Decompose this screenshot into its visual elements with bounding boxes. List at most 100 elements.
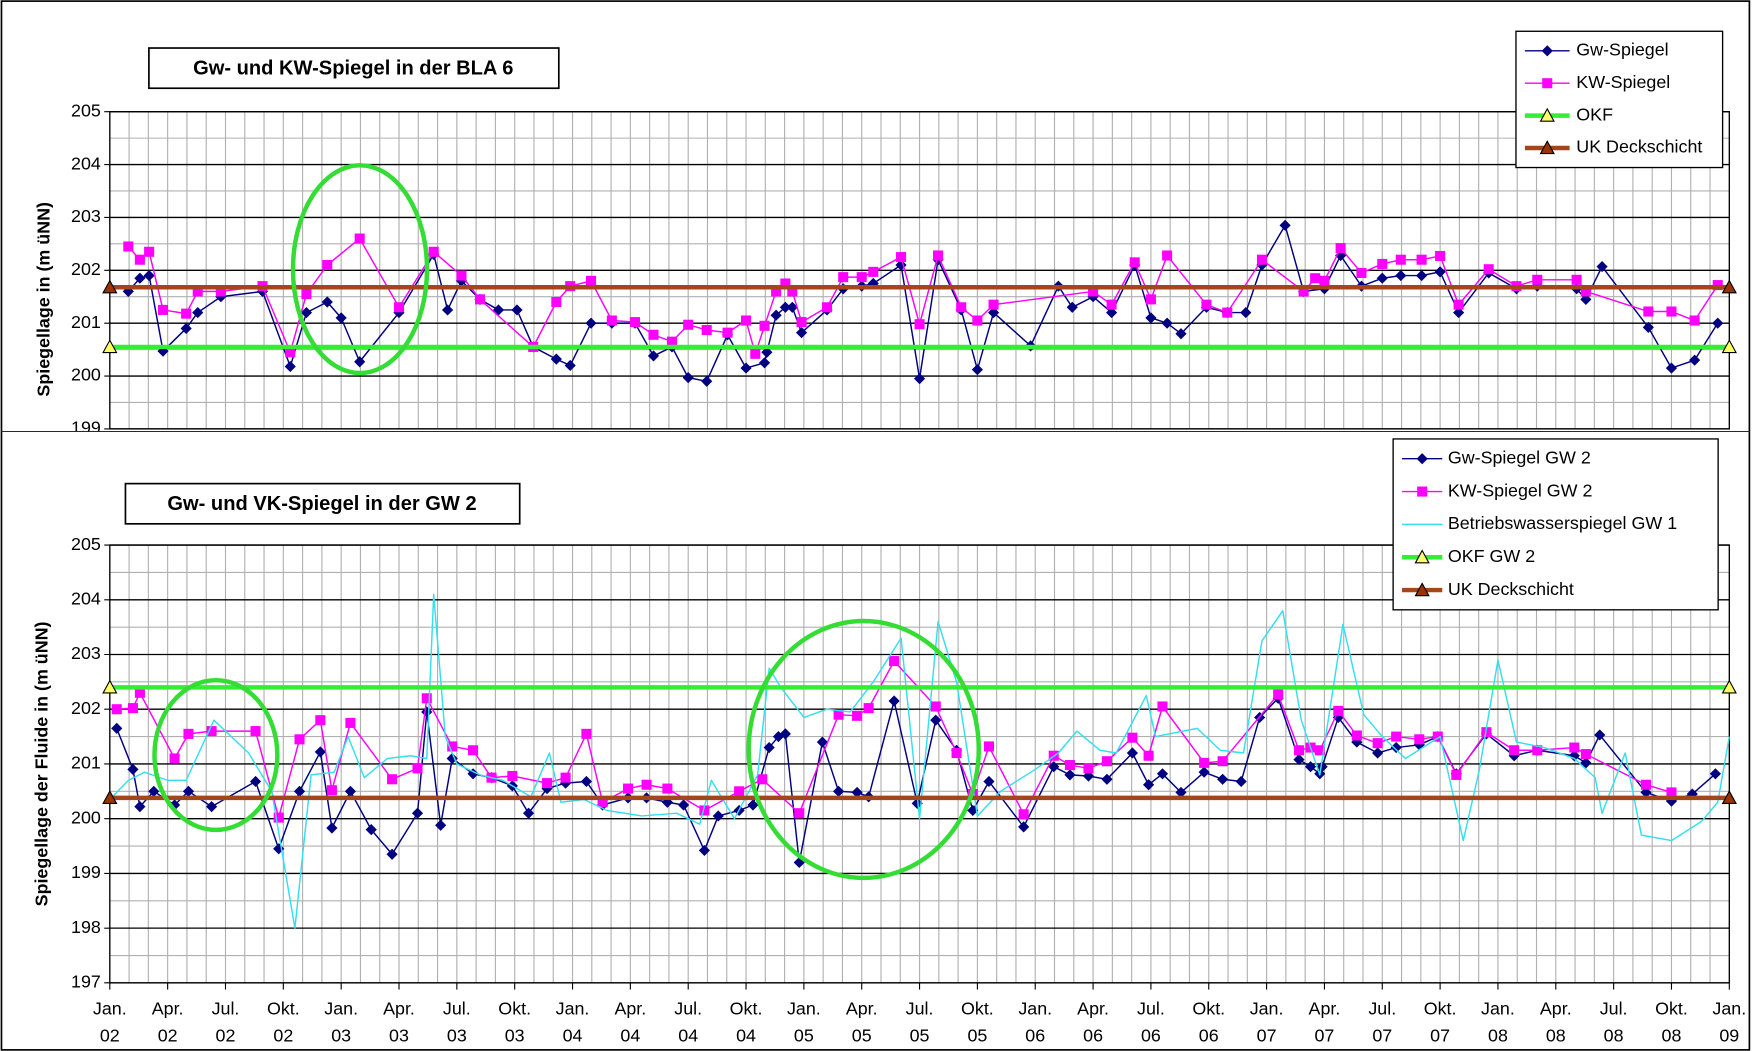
series-line xyxy=(109,593,1731,929)
y-axis-label: Spiegellage der Fluide in (m üNN) xyxy=(32,622,52,907)
marker xyxy=(1018,821,1030,833)
marker xyxy=(421,693,432,704)
x-tick-label: Jan. 08 xyxy=(1481,998,1515,1045)
legend-box xyxy=(1392,438,1719,611)
marker xyxy=(794,808,805,819)
marker xyxy=(250,726,261,737)
marker xyxy=(1319,275,1330,286)
marker xyxy=(1712,317,1724,329)
marker xyxy=(1161,317,1173,329)
x-tick-label: Jan. 07 xyxy=(1250,998,1284,1045)
x-tick-label: Jan. 03 xyxy=(324,998,358,1045)
marker xyxy=(662,783,673,794)
marker xyxy=(1351,730,1362,741)
marker xyxy=(551,296,562,308)
marker xyxy=(821,302,833,313)
marker xyxy=(1064,769,1076,781)
y-tick-label: 203 xyxy=(71,206,101,226)
marker xyxy=(1335,243,1346,254)
y-tick-label: 202 xyxy=(71,259,101,279)
marker xyxy=(294,734,305,745)
marker xyxy=(192,286,203,297)
marker xyxy=(1126,747,1138,759)
x-tick-label: Apr. 04 xyxy=(614,998,646,1045)
marker xyxy=(1273,689,1284,700)
marker xyxy=(1689,315,1700,326)
marker xyxy=(183,728,194,739)
x-tick-label: Okt. 02 xyxy=(267,998,300,1045)
marker xyxy=(1451,769,1462,780)
marker xyxy=(1709,768,1722,780)
marker xyxy=(597,797,608,808)
y-tick-label: 201 xyxy=(71,312,101,332)
marker xyxy=(683,319,694,330)
marker xyxy=(1395,254,1406,265)
x-tick-label: Apr. 08 xyxy=(1540,998,1572,1045)
legend-marker xyxy=(1417,486,1428,497)
marker xyxy=(930,701,941,712)
marker xyxy=(345,717,356,728)
marker xyxy=(868,266,879,277)
marker xyxy=(763,741,775,754)
x-tick-label: Okt. 05 xyxy=(961,998,994,1045)
marker xyxy=(474,294,486,305)
marker xyxy=(102,339,118,354)
marker xyxy=(722,327,733,338)
marker xyxy=(741,315,752,326)
marker xyxy=(111,704,122,715)
y-tick-label: 202 xyxy=(71,698,101,718)
marker xyxy=(1416,254,1427,265)
legend-box xyxy=(1515,30,1724,169)
marker xyxy=(134,687,145,698)
marker xyxy=(1293,753,1305,766)
marker xyxy=(863,703,874,714)
marker xyxy=(206,801,218,813)
marker xyxy=(542,778,553,789)
marker xyxy=(1048,761,1060,773)
marker xyxy=(983,741,994,752)
marker xyxy=(1145,294,1156,305)
marker xyxy=(1580,286,1591,297)
marker xyxy=(889,656,900,667)
marker xyxy=(206,726,217,737)
marker xyxy=(1432,731,1443,742)
legend-label: KW-Spiegel xyxy=(1576,72,1670,92)
marker xyxy=(1298,286,1309,297)
marker xyxy=(1666,787,1677,798)
x-tick-label: Jul. 03 xyxy=(443,998,471,1045)
marker xyxy=(1235,775,1247,788)
marker xyxy=(1721,679,1737,694)
marker xyxy=(387,774,398,785)
legend-marker xyxy=(1542,78,1553,89)
marker xyxy=(780,278,791,289)
marker xyxy=(1391,731,1402,742)
x-tick-label: Jul. 05 xyxy=(906,998,934,1045)
marker xyxy=(1127,732,1138,743)
marker xyxy=(301,289,312,300)
x-tick-label: Apr. 03 xyxy=(383,998,415,1045)
marker xyxy=(641,779,652,790)
marker xyxy=(1509,745,1520,756)
marker xyxy=(1643,306,1654,317)
marker xyxy=(1568,750,1580,762)
x-tick-label: Jul. 08 xyxy=(1600,998,1628,1045)
y-tick-label: 197 xyxy=(71,972,101,992)
x-tick-label: Apr. 06 xyxy=(1077,998,1109,1045)
y-tick-label: 200 xyxy=(71,807,101,827)
marker xyxy=(1721,790,1737,805)
marker xyxy=(759,320,770,331)
marker xyxy=(951,747,962,759)
marker xyxy=(770,309,782,321)
marker xyxy=(1106,306,1118,319)
chart-title: Gw- und KW-Spiegel in der BLA 6 xyxy=(193,58,513,80)
marker xyxy=(134,254,145,265)
marker xyxy=(1143,779,1155,791)
marker xyxy=(127,763,139,776)
x-tick-label: Okt. 04 xyxy=(730,998,763,1045)
highlight-ellipse xyxy=(746,618,981,881)
highlight-ellipse xyxy=(152,677,280,833)
marker xyxy=(1083,763,1094,774)
marker xyxy=(1390,741,1402,754)
